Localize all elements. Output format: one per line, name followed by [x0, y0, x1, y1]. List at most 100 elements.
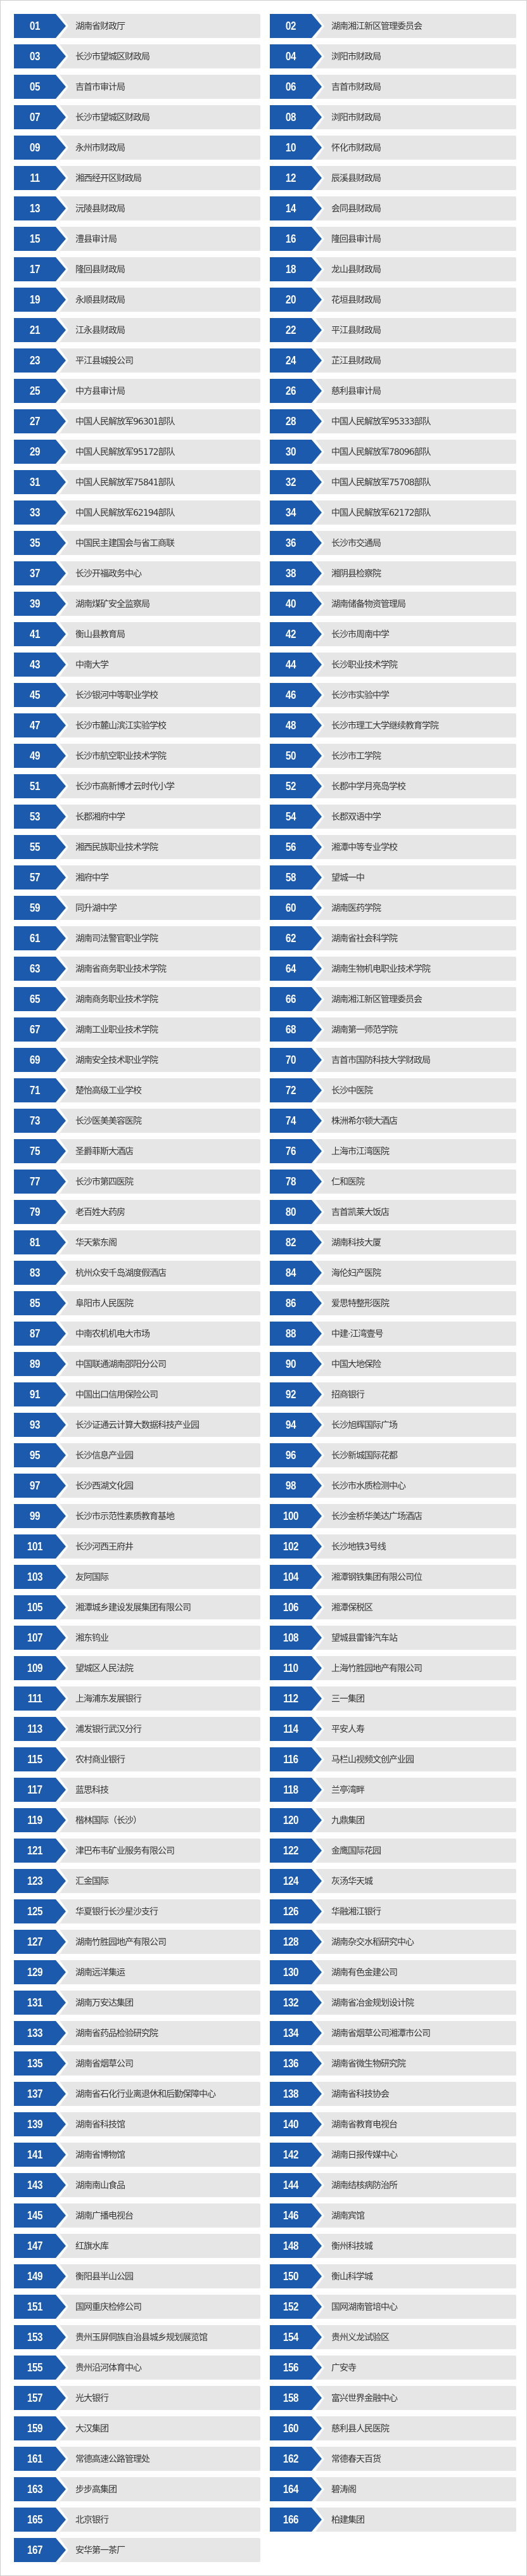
list-item[interactable]: 128 湖南杂交水稻研究中心: [270, 1930, 516, 1954]
list-item[interactable]: 129 湖南远洋集运: [14, 1960, 260, 1984]
list-item[interactable]: 24 芷江县财政局: [270, 348, 516, 373]
list-item[interactable]: 109 望城区人民法院: [14, 1656, 260, 1680]
list-item[interactable]: 139 湖南省科技馆: [14, 2112, 260, 2136]
list-item[interactable]: 166 柏建集团: [270, 2508, 516, 2532]
list-item[interactable]: 99 长沙市示范性素质教育基地: [14, 1504, 260, 1528]
list-item[interactable]: 04 浏阳市财政局: [270, 44, 516, 68]
list-item[interactable]: 50 长沙市工学院: [270, 744, 516, 768]
list-item[interactable]: 54 长郡双语中学: [270, 805, 516, 829]
list-item[interactable]: 91 中国出口信用保险公司: [14, 1382, 260, 1406]
list-item[interactable]: 161 常德高速公路管理处: [14, 2447, 260, 2471]
list-item[interactable]: 104 湘潭钢铁集团有限公司位: [270, 1565, 516, 1589]
list-item[interactable]: 127 湖南竹胜园地产有限公司: [14, 1930, 260, 1954]
list-item[interactable]: 146 湖南宾馆: [270, 2203, 516, 2228]
list-item[interactable]: 105 湘潭城乡建设发展集团有限公司: [14, 1595, 260, 1619]
list-item[interactable]: 41 衡山县教育局: [14, 622, 260, 646]
list-item[interactable]: 95 长沙信息产业园: [14, 1443, 260, 1467]
list-item[interactable]: 142 湖南日报传媒中心: [270, 2143, 516, 2167]
list-item[interactable]: 88 中建·江湾壹号: [270, 1322, 516, 1346]
list-item[interactable]: 84 海伦妇产医院: [270, 1261, 516, 1285]
list-item[interactable]: 160 慈利县人民医院: [270, 2416, 516, 2440]
list-item[interactable]: 21 江永县财政局: [14, 318, 260, 342]
list-item[interactable]: 49 长沙市航空职业技术学院: [14, 744, 260, 768]
list-item[interactable]: 98 长沙市水质检测中心: [270, 1474, 516, 1498]
list-item[interactable]: 06 吉首市财政局: [270, 75, 516, 99]
list-item[interactable]: 152 国网湖南管培中心: [270, 2295, 516, 2319]
list-item[interactable]: 165 北京银行: [14, 2508, 260, 2532]
list-item[interactable]: 93 长沙证通云计算大数据科技产业园: [14, 1413, 260, 1437]
list-item[interactable]: 90 中国大地保险: [270, 1352, 516, 1376]
list-item[interactable]: 43 中南大学: [14, 653, 260, 677]
list-item[interactable]: 20 花垣县财政局: [270, 288, 516, 312]
list-item[interactable]: 143 湖南南山食品: [14, 2173, 260, 2197]
list-item[interactable]: 120 九鼎集团: [270, 1808, 516, 1832]
list-item[interactable]: 57 湘府中学: [14, 865, 260, 889]
list-item[interactable]: 10 怀化市财政局: [270, 136, 516, 160]
list-item[interactable]: 01 湖南省财政厅: [14, 14, 260, 38]
list-item[interactable]: 151 国网重庆检修公司: [14, 2295, 260, 2319]
list-item[interactable]: 163 步步高集团: [14, 2477, 260, 2501]
list-item[interactable]: 149 衡阳县半山公园: [14, 2264, 260, 2288]
list-item[interactable]: 119 楷林国际（长沙）: [14, 1808, 260, 1832]
list-item[interactable]: 125 华夏银行长沙星沙支行: [14, 1899, 260, 1923]
list-item[interactable]: 66 湖南湘江新区管理委员会: [270, 987, 516, 1011]
list-item[interactable]: 63 湖南省商务职业技术学院: [14, 957, 260, 981]
list-item[interactable]: 53 长郡湘府中学: [14, 805, 260, 829]
list-item[interactable]: 16 隆回县审计局: [270, 227, 516, 251]
list-item[interactable]: 112 三一集团: [270, 1687, 516, 1711]
list-item[interactable]: 101 长沙河西王府井: [14, 1534, 260, 1559]
list-item[interactable]: 02 湖南湘江新区管理委员会: [270, 14, 516, 38]
list-item[interactable]: 60 湖南医药学院: [270, 896, 516, 920]
list-item[interactable]: 87 中南农机机电大市场: [14, 1322, 260, 1346]
list-item[interactable]: 167 安华第一茶厂: [14, 2538, 260, 2562]
list-item[interactable]: 138 湖南省科技协会: [270, 2082, 516, 2106]
list-item[interactable]: 89 中国联通湖南邵阳分公司: [14, 1352, 260, 1376]
list-item[interactable]: 141 湖南省博物馆: [14, 2143, 260, 2167]
list-item[interactable]: 11 湘西经开区财政局: [14, 166, 260, 190]
list-item[interactable]: 150 衡山科学城: [270, 2264, 516, 2288]
list-item[interactable]: 73 长沙医美美容医院: [14, 1109, 260, 1133]
list-item[interactable]: 96 长沙新城国际花都: [270, 1443, 516, 1467]
list-item[interactable]: 35 中国民主建国会与省工商联: [14, 531, 260, 555]
list-item[interactable]: 28 中国人民解放军95333部队: [270, 409, 516, 433]
list-item[interactable]: 81 华天紫东阁: [14, 1230, 260, 1254]
list-item[interactable]: 115 农村商业银行: [14, 1747, 260, 1771]
list-item[interactable]: 118 兰亭湾畔: [270, 1778, 516, 1802]
list-item[interactable]: 62 湖南省社会科学院: [270, 926, 516, 950]
list-item[interactable]: 147 红旗水库: [14, 2234, 260, 2258]
list-item[interactable]: 44 长沙职业技术学院: [270, 653, 516, 677]
list-item[interactable]: 36 长沙市交通局: [270, 531, 516, 555]
list-item[interactable]: 42 长沙市周南中学: [270, 622, 516, 646]
list-item[interactable]: 100 长沙金桥华美达广场酒店: [270, 1504, 516, 1528]
list-item[interactable]: 144 湖南结核病防治所: [270, 2173, 516, 2197]
list-item[interactable]: 82 湖南科技大厦: [270, 1230, 516, 1254]
list-item[interactable]: 140 湖南省教育电视台: [270, 2112, 516, 2136]
list-item[interactable]: 117 蓝思科技: [14, 1778, 260, 1802]
list-item[interactable]: 106 湘潭保税区: [270, 1595, 516, 1619]
list-item[interactable]: 74 株洲希尔顿大酒店: [270, 1109, 516, 1133]
list-item[interactable]: 31 中国人民解放军75841部队: [14, 470, 260, 494]
list-item[interactable]: 111 上海浦东发展银行: [14, 1687, 260, 1711]
list-item[interactable]: 48 长沙市理工大学继续教育学院: [270, 713, 516, 737]
list-item[interactable]: 33 中国人民解放军62194部队: [14, 501, 260, 525]
list-item[interactable]: 05 吉首市审计局: [14, 75, 260, 99]
list-item[interactable]: 157 光大银行: [14, 2386, 260, 2410]
list-item[interactable]: 155 贵州沿河体育中心: [14, 2356, 260, 2380]
list-item[interactable]: 108 望城县雷锋汽车站: [270, 1626, 516, 1650]
list-item[interactable]: 133 湖南省药品检验研究院: [14, 2021, 260, 2045]
list-item[interactable]: 162 常德春天百货: [270, 2447, 516, 2471]
list-item[interactable]: 159 大汉集团: [14, 2416, 260, 2440]
list-item[interactable]: 39 湖南煤矿安全监察局: [14, 592, 260, 616]
list-item[interactable]: 13 沅陵县财政局: [14, 196, 260, 220]
list-item[interactable]: 116 马栏山视频文创产业园: [270, 1747, 516, 1771]
list-item[interactable]: 46 长沙市实验中学: [270, 683, 516, 707]
list-item[interactable]: 97 长沙西湖文化园: [14, 1474, 260, 1498]
list-item[interactable]: 113 浦发银行武汉分行: [14, 1717, 260, 1741]
list-item[interactable]: 103 友阿国际: [14, 1565, 260, 1589]
list-item[interactable]: 56 湘潭中等专业学校: [270, 835, 516, 859]
list-item[interactable]: 102 长沙地铁3号线: [270, 1534, 516, 1559]
list-item[interactable]: 38 湘阴县检察院: [270, 561, 516, 585]
list-item[interactable]: 55 湘西民族职业技术学院: [14, 835, 260, 859]
list-item[interactable]: 34 中国人民解放军62172部队: [270, 501, 516, 525]
list-item[interactable]: 135 湖南省烟草公司: [14, 2051, 260, 2075]
